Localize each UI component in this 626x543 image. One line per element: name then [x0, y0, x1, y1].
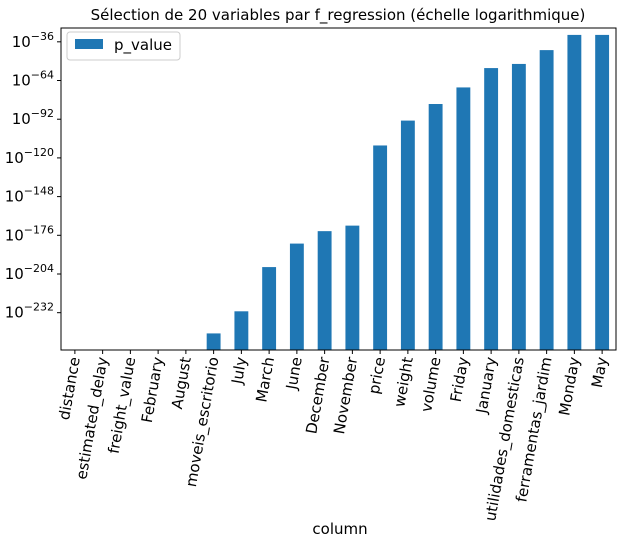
bar-Monday	[567, 34, 582, 350]
legend: p_value	[66, 31, 181, 61]
x-tick-label: May	[588, 355, 611, 389]
chart-title: Sélection de 20 variables par f_regressi…	[91, 6, 586, 25]
bar-June	[289, 243, 304, 350]
x-tick-label: December	[302, 355, 333, 436]
y-tick-label: 10−204	[5, 262, 54, 283]
x-tick-label: February	[138, 355, 167, 424]
y-tick-label: 10−148	[5, 185, 54, 206]
y-tick-label: 10−64	[12, 69, 54, 90]
x-tick-label: March	[252, 356, 278, 404]
bar-utilidades_domesticas	[511, 63, 526, 350]
x-tick-label: January	[472, 355, 500, 415]
x-tick-label: price	[365, 356, 389, 396]
legend-swatch	[75, 39, 103, 49]
legend-entry-p-value: p_value	[114, 36, 172, 55]
y-tick-label: 10−120	[5, 146, 54, 167]
x-tick-label: November	[330, 355, 361, 436]
bar-May	[595, 34, 610, 350]
bars-group	[206, 34, 610, 351]
x-tick-label: distance	[55, 356, 84, 422]
y-tick-label: 10−92	[12, 107, 54, 128]
bar-moveis_escritorio	[206, 333, 221, 350]
x-axis-label: column	[312, 520, 367, 538]
bar-Friday	[456, 87, 471, 350]
bar-July	[234, 311, 249, 350]
x-tick-label: weight	[390, 355, 417, 408]
y-axis-ticks: 10−36 10−64 10−92 10−120 10−148 10−176 10−204 1…	[5, 30, 61, 322]
bar-December	[317, 231, 332, 350]
x-tick-label: freight_value	[105, 356, 141, 456]
y-tick-label: 10−232	[5, 301, 54, 322]
x-tick-label: June	[282, 356, 306, 392]
x-tick-label: volume	[417, 356, 444, 414]
bar-ferramentas_jardim	[539, 50, 554, 351]
x-tick-label: Friday	[447, 355, 473, 403]
bar-November	[345, 225, 360, 350]
x-tick-label: August	[168, 355, 195, 410]
bar-volume	[428, 104, 443, 351]
bar-January	[484, 68, 499, 350]
y-tick-label: 10−176	[5, 223, 54, 244]
bar-price	[373, 145, 388, 350]
y-tick-label: 10−36	[12, 30, 54, 51]
x-tick-label: July	[228, 355, 251, 386]
x-axis-ticks: distanceestimated_delayfreight_valueFebr…	[55, 350, 611, 523]
bar-weight	[400, 120, 415, 350]
bar-March	[262, 267, 277, 350]
plot-frame	[60, 27, 617, 351]
x-tick-label: Monday	[555, 355, 583, 417]
